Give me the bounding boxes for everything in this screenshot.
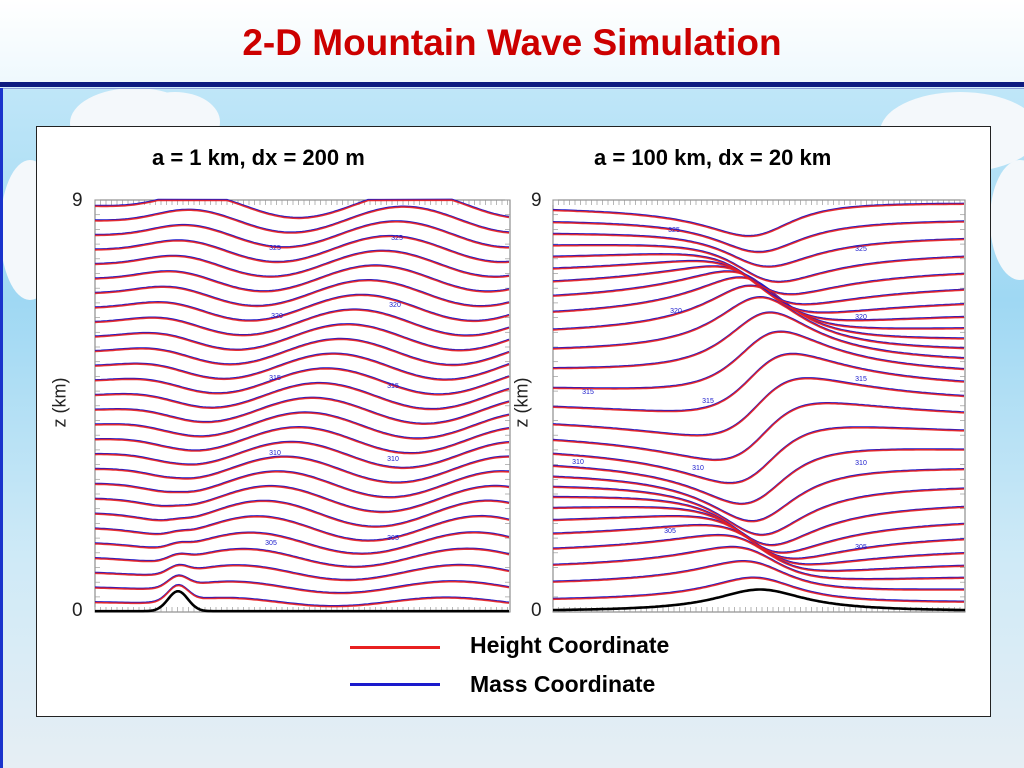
height-coordinate-contour — [552, 260, 965, 306]
contour-label: 315 — [387, 383, 399, 390]
height-coordinate-contour — [94, 532, 510, 556]
contour-label: 310 — [269, 450, 281, 457]
left-ytick-bottom: 0 — [72, 600, 83, 621]
contour-label: 320 — [271, 313, 283, 320]
right-ytick-bottom: 0 — [531, 600, 542, 621]
height-coordinate-contour — [94, 235, 510, 264]
height-coordinate-contour — [553, 496, 965, 547]
height-coordinate-contour — [94, 353, 510, 381]
height-coordinate-contour — [552, 353, 965, 413]
right-contour-plot: 325 325 320 320 315 315 315 310 310 310 305 305 — [552, 199, 966, 613]
title-divider-highlight — [0, 88, 1024, 89]
legend-height-coordinate-swatch — [350, 646, 440, 649]
legend-mass-coordinate-label: Mass Coordinate — [470, 671, 656, 697]
height-coordinate-contour — [94, 575, 510, 595]
terrain-profile — [95, 590, 509, 613]
right-ylabel: z (km) — [511, 377, 532, 428]
height-coordinate-contour — [94, 382, 510, 411]
height-coordinate-contour — [94, 485, 510, 514]
contour-label: 305 — [855, 544, 867, 551]
left-ylabel: z (km) — [49, 377, 70, 428]
left-contour-plot: 325 325 320 320 315 315 310 310 305 305 — [94, 198, 511, 613]
height-coordinate-contour — [94, 338, 510, 367]
contour-label: 305 — [387, 535, 399, 542]
height-coordinate-contour — [94, 367, 510, 396]
height-coordinate-contour — [552, 221, 965, 254]
contour-label: 320 — [670, 308, 682, 315]
plot-frame — [552, 199, 966, 613]
height-coordinate-contour — [552, 560, 964, 591]
contour-label: 310 — [387, 456, 399, 463]
height-coordinate-contour — [553, 233, 965, 268]
height-coordinate-contour — [94, 323, 510, 352]
contour-label: 310 — [692, 465, 704, 472]
height-coordinate-contour — [552, 546, 964, 581]
height-coordinate-contour — [94, 441, 510, 470]
height-coordinate-contour — [94, 564, 510, 582]
height-coordinate-contour — [94, 309, 510, 337]
height-coordinate-contour — [552, 486, 965, 537]
title-divider — [0, 82, 1024, 87]
height-coordinate-contour — [94, 515, 510, 542]
legend-height-coordinate-label: Height Coordinate — [470, 632, 670, 658]
height-coordinate-contour — [94, 250, 510, 278]
height-coordinate-contour — [553, 244, 965, 284]
height-coordinate-contour — [94, 500, 510, 528]
height-coordinate-contour — [552, 449, 964, 506]
contour-label: 315 — [269, 375, 281, 382]
contour-label: 320 — [389, 302, 401, 309]
slide-left-border — [0, 88, 3, 768]
left-ytick-top: 9 — [72, 190, 83, 211]
height-coordinate-contour — [553, 312, 965, 370]
contour-label: 310 — [855, 460, 867, 467]
height-coordinate-contour — [94, 206, 510, 234]
contour-label: 325 — [391, 235, 403, 242]
height-coordinate-contour — [94, 584, 510, 608]
height-coordinate-contour — [552, 377, 965, 437]
height-coordinate-contour — [95, 456, 510, 484]
height-coordinate-contour — [94, 412, 510, 440]
height-coordinate-contour — [552, 468, 965, 523]
height-coordinate-contour — [552, 402, 965, 462]
right-ytick-top: 9 — [531, 190, 542, 211]
contour-label: 325 — [269, 245, 281, 252]
height-coordinate-contour — [94, 279, 510, 308]
height-coordinate-contour — [552, 285, 964, 340]
height-coordinate-contour — [552, 534, 965, 573]
height-coordinate-contour — [552, 577, 964, 603]
contour-label: 305 — [265, 540, 277, 547]
height-coordinate-contour — [95, 221, 509, 249]
height-coordinate-contour — [553, 506, 965, 554]
height-coordinate-contour — [94, 294, 510, 323]
height-coordinate-contour — [552, 203, 965, 238]
height-coordinate-contour — [95, 199, 510, 220]
slide-title: 2-D Mountain Wave Simulation — [242, 22, 782, 63]
cloud-decoration — [990, 160, 1024, 280]
legend-mass-coordinate-swatch — [350, 683, 440, 686]
right-plot-title: a = 100 km, dx = 20 km — [594, 145, 832, 170]
contour-label: 315 — [702, 398, 714, 405]
height-coordinate-contour — [552, 296, 965, 350]
height-coordinate-contour — [94, 470, 510, 499]
contour-label: 315 — [855, 376, 867, 383]
contour-label: 315 — [582, 389, 594, 396]
contour-label: 320 — [855, 314, 867, 321]
height-coordinate-contour — [552, 253, 965, 296]
contour-label: 305 — [664, 528, 676, 535]
height-coordinate-contour — [94, 548, 510, 569]
terrain-profile — [553, 588, 965, 612]
contour-label: 325 — [668, 227, 680, 234]
height-coordinate-contour — [94, 397, 510, 425]
left-plot-title: a = 1 km, dx = 200 m — [152, 145, 365, 170]
contour-label: 325 — [855, 246, 867, 253]
height-coordinate-contour — [94, 265, 510, 293]
height-coordinate-contour — [552, 427, 964, 485]
height-coordinate-contour — [553, 331, 965, 390]
height-coordinate-contour — [95, 426, 510, 455]
contour-label: 310 — [572, 459, 584, 466]
